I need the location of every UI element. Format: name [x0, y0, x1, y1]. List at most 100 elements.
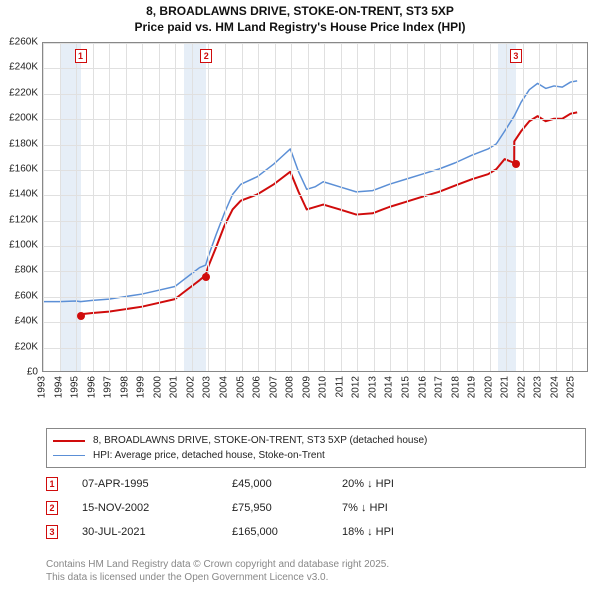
gridline-v — [506, 43, 507, 371]
x-tick-label: 2014 — [384, 376, 395, 398]
gridline-v — [192, 43, 193, 371]
gridline-v — [572, 43, 573, 371]
gridline-v — [60, 43, 61, 371]
sale-price: £75,950 — [232, 502, 342, 514]
series-line — [80, 112, 577, 314]
table-row: 2 15-NOV-2002 £75,950 7% ↓ HPI — [46, 496, 586, 520]
x-tick-label: 2013 — [367, 376, 378, 398]
x-tick-label: 2010 — [318, 376, 329, 398]
chart-marker: 3 — [510, 49, 522, 63]
sales-table: 1 07-APR-1995 £45,000 20% ↓ HPI 2 15-NOV… — [46, 472, 586, 544]
x-tick-label: 2009 — [301, 376, 312, 398]
gridline-v — [76, 43, 77, 371]
gridline-v — [390, 43, 391, 371]
x-tick-label: 1997 — [103, 376, 114, 398]
gridline-v — [142, 43, 143, 371]
x-tick-label: 2006 — [252, 376, 263, 398]
gridline-v — [374, 43, 375, 371]
chart-marker: 1 — [75, 49, 87, 63]
gridline-v — [175, 43, 176, 371]
x-tick-label: 2016 — [417, 376, 428, 398]
x-tick-label: 1996 — [86, 376, 97, 398]
attribution-line: This data is licensed under the Open Gov… — [46, 571, 588, 584]
x-tick-label: 2004 — [219, 376, 230, 398]
x-tick-label: 2022 — [516, 376, 527, 398]
gridline-v — [225, 43, 226, 371]
sale-price: £165,000 — [232, 526, 342, 538]
sale-point — [77, 312, 85, 320]
gridline-v — [208, 43, 209, 371]
y-tick-label: £120K — [0, 214, 38, 225]
x-tick-label: 2011 — [334, 376, 345, 398]
x-tick-label: 2024 — [549, 376, 560, 398]
gridline-v — [539, 43, 540, 371]
plot-area: 123 — [42, 42, 588, 372]
marker-icon: 3 — [46, 525, 58, 539]
gridline-v — [523, 43, 524, 371]
y-tick-label: £220K — [0, 87, 38, 98]
x-tick-label: 2015 — [401, 376, 412, 398]
x-tick-label: 2017 — [434, 376, 445, 398]
chart-title: 8, BROADLAWNS DRIVE, STOKE-ON-TRENT, ST3… — [0, 4, 600, 35]
gridline-v — [424, 43, 425, 371]
legend-label: 8, BROADLAWNS DRIVE, STOKE-ON-TRENT, ST3… — [93, 433, 427, 448]
legend-item: 8, BROADLAWNS DRIVE, STOKE-ON-TRENT, ST3… — [53, 433, 579, 448]
legend-item: HPI: Average price, detached house, Stok… — [53, 448, 579, 463]
sale-point — [202, 273, 210, 281]
y-tick-label: £140K — [0, 189, 38, 200]
x-tick-label: 2002 — [185, 376, 196, 398]
sale-price: £45,000 — [232, 478, 342, 490]
x-tick-label: 1994 — [53, 376, 64, 398]
x-tick-label: 2001 — [169, 376, 180, 398]
sale-date: 15-NOV-2002 — [82, 502, 232, 514]
x-tick-label: 2018 — [450, 376, 461, 398]
gridline-v — [324, 43, 325, 371]
x-tick-label: 2008 — [285, 376, 296, 398]
x-tick-label: 1999 — [136, 376, 147, 398]
y-tick-label: £40K — [0, 316, 38, 327]
x-tick-label: 1993 — [37, 376, 48, 398]
x-tick-label: 2025 — [566, 376, 577, 398]
table-row: 3 30-JUL-2021 £165,000 18% ↓ HPI — [46, 520, 586, 544]
page: 8, BROADLAWNS DRIVE, STOKE-ON-TRENT, ST3… — [0, 0, 600, 590]
y-tick-label: £160K — [0, 163, 38, 174]
gridline-v — [275, 43, 276, 371]
sale-point — [512, 160, 520, 168]
legend-swatch — [53, 440, 85, 442]
gridline-v — [126, 43, 127, 371]
gridline-v — [357, 43, 358, 371]
y-tick-label: £100K — [0, 240, 38, 251]
attribution-line: Contains HM Land Registry data © Crown c… — [46, 558, 588, 571]
x-tick-label: 2003 — [202, 376, 213, 398]
gridline-v — [407, 43, 408, 371]
x-tick-label: 2000 — [152, 376, 163, 398]
x-tick-label: 2012 — [351, 376, 362, 398]
marker-icon: 1 — [46, 477, 58, 491]
sale-date: 30-JUL-2021 — [82, 526, 232, 538]
chart: 123 £0£20K£40K£60K£80K£100K£120K£140K£16… — [0, 42, 600, 422]
title-line-2: Price paid vs. HM Land Registry's House … — [0, 20, 600, 36]
x-tick-label: 2020 — [483, 376, 494, 398]
sale-delta: 20% ↓ HPI — [342, 478, 452, 490]
sale-date: 07-APR-1995 — [82, 478, 232, 490]
series-line — [43, 81, 577, 302]
title-line-1: 8, BROADLAWNS DRIVE, STOKE-ON-TRENT, ST3… — [0, 4, 600, 20]
legend-swatch — [53, 455, 85, 456]
x-tick-label: 1998 — [119, 376, 130, 398]
gridline-v — [473, 43, 474, 371]
gridline-v — [308, 43, 309, 371]
x-tick-label: 2005 — [235, 376, 246, 398]
y-tick-label: £0 — [0, 367, 38, 378]
sale-delta: 7% ↓ HPI — [342, 502, 452, 514]
x-tick-label: 2007 — [268, 376, 279, 398]
y-tick-label: £20K — [0, 341, 38, 352]
gridline-v — [341, 43, 342, 371]
gridline-v — [440, 43, 441, 371]
gridline-v — [457, 43, 458, 371]
attribution: Contains HM Land Registry data © Crown c… — [46, 558, 588, 584]
x-tick-label: 2019 — [467, 376, 478, 398]
y-tick-label: £80K — [0, 265, 38, 276]
x-tick-label: 2021 — [500, 376, 511, 398]
gridline-v — [490, 43, 491, 371]
x-tick-label: 2023 — [533, 376, 544, 398]
